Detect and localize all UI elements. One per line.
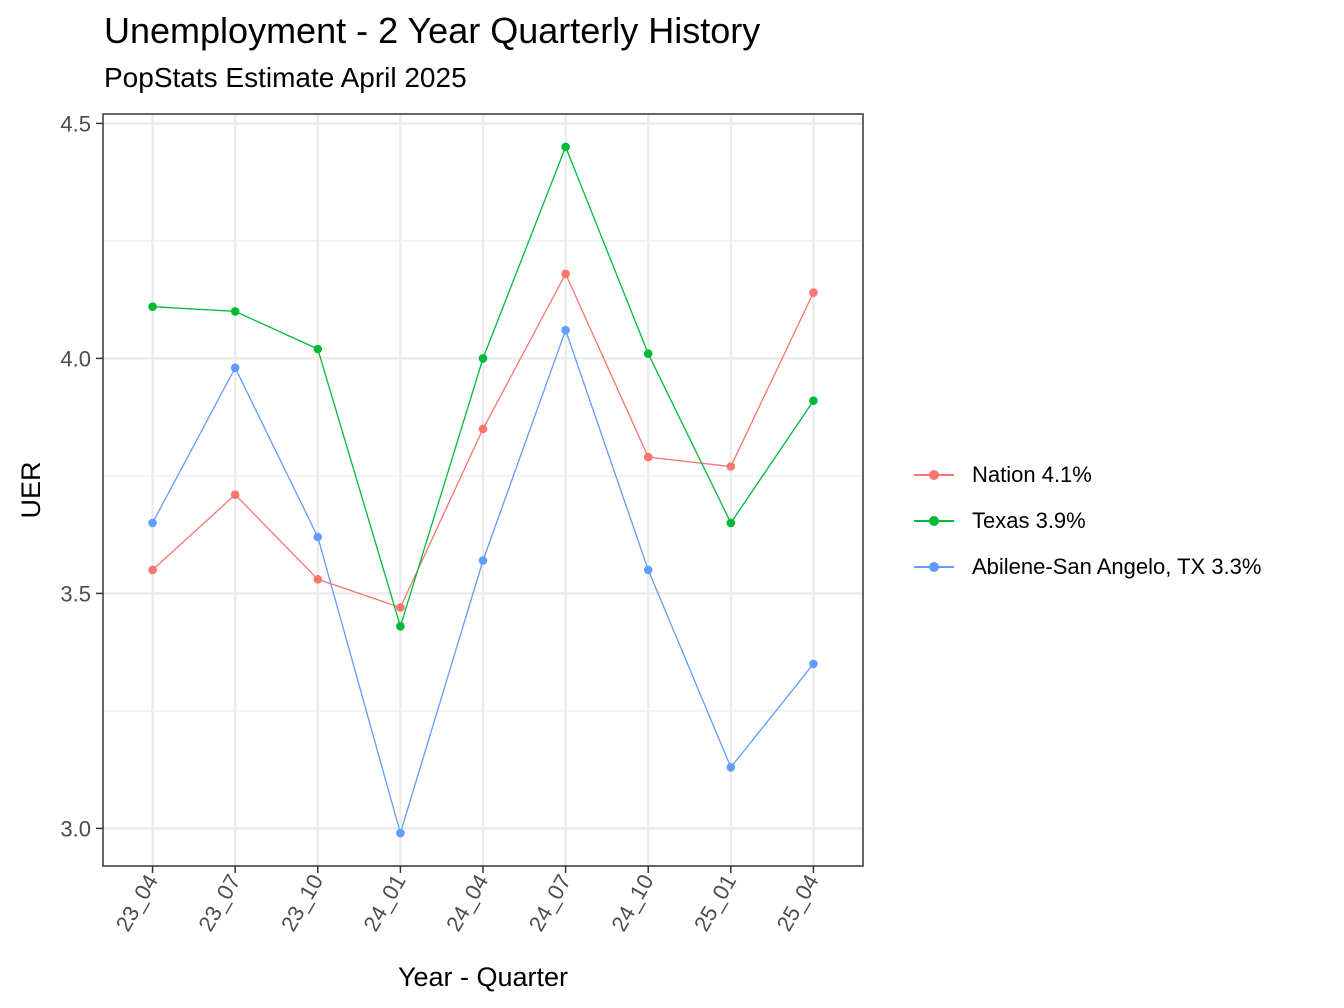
series-1 [148,142,818,631]
data-point [643,452,653,462]
chart-title: Unemployment - 2 Year Quarterly History [104,10,761,51]
data-point [478,556,488,565]
data-point [148,518,157,528]
x-tick-label: 24_01 [358,870,410,935]
series-2 [148,325,818,838]
legend-label-texas: Texas 3.9% [972,508,1086,533]
data-point [809,659,818,669]
x-tick-label: 23_10 [276,870,328,935]
series-0 [148,269,818,612]
axis-layer: 3.0 3.5 4.0 4.5 23_04 23_07 23_10 24_01 24_04 24_… [60,111,823,935]
data-point [809,396,818,406]
data-point [230,490,240,500]
x-tick-label: 25_01 [689,870,741,935]
data-point [396,622,405,631]
data-point [643,349,653,359]
data-point [726,462,736,471]
legend-key-nation [912,452,956,498]
legend: Nation 4.1% Texas 3.9% Abilene-San Angel… [912,452,1261,590]
y-tick-label: 3.5 [60,581,91,606]
legend-item-texas: Texas 3.9% [912,498,1261,544]
chart-subtitle: PopStats Estimate April 2025 [104,62,467,93]
data-point [809,288,818,297]
legend-item-abilene: Abilene-San Angelo, TX 3.3% [912,544,1261,590]
y-tick-label: 4.5 [60,111,91,136]
data-point [230,307,240,316]
data-point [478,354,488,363]
x-tick-label: 24_10 [606,870,658,935]
legend-label-abilene: Abilene-San Angelo, TX 3.3% [972,554,1262,579]
data-point [478,424,488,434]
data-point [148,302,157,312]
legend-key-texas [912,498,956,544]
data-point [561,325,570,335]
y-tick-label: 4.0 [60,346,91,371]
data-point [313,575,323,584]
legend-key-abilene [912,544,956,590]
data-point [561,142,570,152]
x-tick-label: 24_07 [524,870,576,935]
data-point [396,828,405,838]
data-point [726,518,736,528]
data-point [313,532,323,542]
data-point [726,763,736,772]
x-tick-label: 23_07 [193,870,245,935]
x-tick-label: 23_04 [111,870,163,935]
x-axis-title: Year - Quarter [398,962,568,992]
x-tick-label: 24_04 [441,870,493,935]
data-point [561,269,570,279]
x-tick-label: 25_04 [772,870,824,935]
data-point [643,565,653,575]
data-point [313,344,323,354]
y-axis-title: UER [16,461,46,518]
grid-layer [103,114,863,866]
data-point [396,603,405,612]
y-tick-label: 3.0 [60,816,91,841]
legend-item-nation: Nation 4.1% [912,452,1261,498]
legend-label-nation: Nation 4.1% [972,462,1092,487]
series-layer [148,142,818,838]
data-point [230,363,240,373]
data-point [148,565,157,575]
